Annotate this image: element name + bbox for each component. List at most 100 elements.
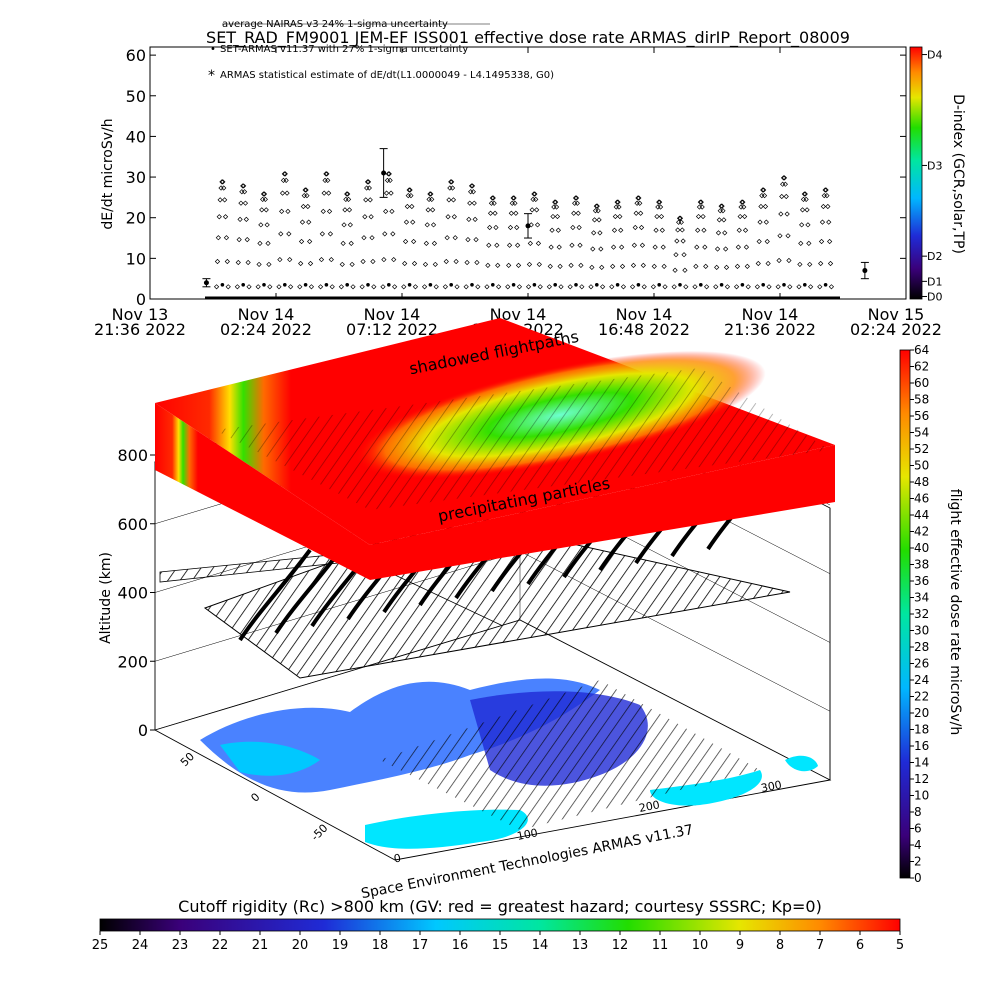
- data-point: [492, 210, 498, 216]
- data-point: [552, 199, 558, 205]
- data-point: [526, 261, 533, 268]
- data-point: [304, 192, 310, 199]
- data-point: [350, 284, 356, 290]
- data-point: [267, 284, 273, 290]
- orbit-minimum-point: [657, 282, 661, 287]
- slab-left-face: [155, 403, 370, 580]
- dose-tick-label: 16: [914, 739, 929, 753]
- data-point: [572, 195, 579, 201]
- data-point: [757, 219, 763, 225]
- dose-tick-label: 32: [914, 607, 929, 621]
- orbit-cycle: [567, 195, 585, 290]
- orbit-minimum-point: [823, 282, 828, 287]
- dose-tick-label: 50: [914, 459, 929, 473]
- rigidity-colorbar-group: Cutoff rigidity (Rc) >800 km (GV: red = …: [92, 897, 904, 953]
- dose-slab: [155, 318, 835, 580]
- data-point: [368, 214, 374, 220]
- data-point: [673, 252, 679, 258]
- data-point: [387, 177, 393, 184]
- data-point: [329, 284, 335, 290]
- dose-colorbar-ticks: 0246810121416182022242628303234363840424…: [910, 343, 929, 885]
- data-point: [380, 284, 386, 290]
- orbit-minimum-point: [636, 282, 641, 287]
- data-point: [802, 191, 808, 197]
- data-point: [755, 260, 761, 267]
- orbit-cycle: [505, 195, 523, 290]
- orbit-cycle: [546, 199, 564, 290]
- data-point: [244, 236, 250, 243]
- data-point: [654, 213, 660, 220]
- data-point: [803, 196, 809, 203]
- orbit-cycle: [255, 191, 273, 290]
- data-point: [298, 260, 304, 267]
- data-point: [485, 262, 491, 269]
- orbit-cycle: [588, 203, 606, 290]
- data-point: [320, 208, 326, 214]
- data-point: [367, 197, 373, 203]
- orbit-cycle: [359, 179, 377, 290]
- data-point: [327, 231, 334, 237]
- rigidity-tick-label: 16: [452, 938, 469, 953]
- data-point: [786, 257, 792, 264]
- data-point: [631, 242, 637, 248]
- data-point: [411, 260, 418, 267]
- data-point: [467, 200, 473, 206]
- data-point: [745, 284, 751, 290]
- orbit-cycle: [650, 199, 668, 290]
- data-point: [222, 214, 229, 220]
- data-point: [735, 244, 741, 250]
- dose-tick-label: 14: [914, 756, 929, 770]
- data-point: [474, 259, 480, 266]
- data-point: [821, 192, 827, 199]
- data-point: [620, 284, 627, 290]
- data-point: [805, 222, 811, 228]
- orbit-minimum-point: [678, 282, 682, 287]
- data-point: [549, 227, 555, 233]
- orbit-minimum-point: [615, 282, 620, 287]
- data-point: [326, 190, 332, 196]
- data-point: [824, 192, 830, 199]
- data-point: [680, 238, 686, 244]
- data-point: [782, 181, 788, 187]
- data-point: [596, 217, 602, 223]
- data-point: [225, 284, 231, 290]
- data-point: [390, 231, 396, 237]
- data-point: [557, 263, 563, 269]
- rigidity-tick-label: 15: [492, 938, 509, 953]
- armas-stat-point: [862, 268, 868, 274]
- orbit-minimum-point: [574, 282, 578, 287]
- dose-tick-label: 6: [914, 822, 922, 836]
- dindex-tick-label: D1: [927, 275, 942, 288]
- dose-tick-label: 20: [914, 706, 929, 720]
- data-point: [600, 284, 606, 290]
- data-point: [592, 208, 599, 214]
- altitude-ticks: 0 200 400 600 800: [117, 446, 155, 740]
- data-point: [257, 240, 263, 246]
- data-point: [570, 224, 576, 231]
- data-point: [214, 258, 221, 265]
- rigidity-tick-label: 14: [532, 938, 549, 953]
- rigidity-title: Cutoff rigidity (Rc) >800 km (GV: red = …: [178, 897, 822, 916]
- data-point: [722, 230, 728, 236]
- data-point: [507, 224, 514, 231]
- data-point: [403, 219, 410, 225]
- map-ground-tracks: [380, 680, 760, 830]
- data-point: [681, 252, 687, 258]
- orbit-cycle: [297, 187, 315, 290]
- data-point: [699, 204, 705, 210]
- data-point: [599, 264, 605, 270]
- rigidity-tick-label: 24: [132, 938, 149, 953]
- data-point: [696, 204, 703, 210]
- orbit-minimum-point: [761, 282, 765, 287]
- data-point: [389, 208, 395, 214]
- orbit-cycle: [442, 179, 460, 290]
- data-point: [345, 196, 352, 203]
- data-point: [511, 195, 517, 201]
- data-point: [326, 208, 333, 214]
- data-point: [610, 244, 617, 250]
- data-point: [674, 238, 680, 244]
- data-point: [609, 284, 615, 290]
- rigidity-tick-label: 17: [412, 938, 429, 953]
- data-point: [742, 213, 748, 220]
